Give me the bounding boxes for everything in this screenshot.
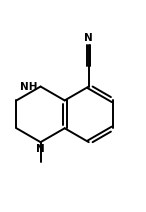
Text: NH: NH bbox=[20, 82, 37, 92]
Text: N: N bbox=[84, 33, 93, 43]
Text: N: N bbox=[36, 144, 45, 154]
